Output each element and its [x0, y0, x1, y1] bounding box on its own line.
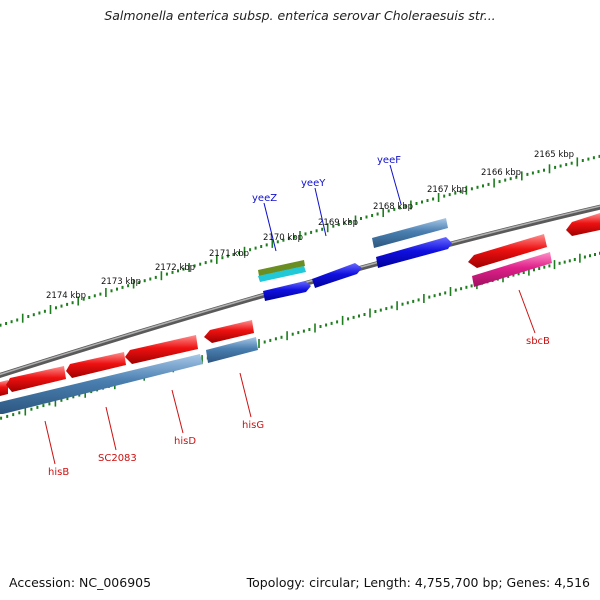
gene-sbcB-arrow: [468, 234, 547, 268]
forward-genes: [258, 213, 600, 301]
gene-label-yeeZ: yeeZ: [252, 193, 277, 204]
scale-label-2174: 2174 kbp: [46, 291, 86, 301]
scale-label-2166: 2166 kbp: [481, 168, 521, 178]
gene-label-hisD: hisD: [174, 436, 196, 447]
scale-label-2173: 2173 kbp: [101, 277, 141, 287]
scale-labels: 2174 kbp 2173 kbp 2172 kbp 2171 kbp 2170…: [46, 150, 574, 301]
accession-label: Accession: NC_006905: [9, 575, 152, 590]
scale-label-2172: 2172 kbp: [155, 263, 195, 273]
gene-label-yeeY: yeeY: [301, 178, 326, 189]
genome-summary: Topology: circular; Length: 4,755,700 bp…: [246, 575, 590, 590]
gene-red-arrow-far-right: [566, 213, 600, 236]
gene-SC2083-arrow: [66, 352, 126, 378]
gene-label-sbcB: sbcB: [526, 336, 550, 347]
scale-label-2167: 2167 kbp: [427, 185, 467, 195]
gene-hisD-arrow: [125, 335, 198, 364]
map-title: Salmonella enterica subsp. enterica sero…: [104, 8, 496, 23]
scale-label-2168: 2168 kbp: [373, 202, 413, 212]
outer-tick-track: [0, 154, 600, 327]
gene-yeeY-arrow: [312, 263, 362, 288]
gene-sbcB-feature: [472, 252, 552, 287]
gene-steel-long: [0, 354, 203, 414]
scale-label-2165: 2165 kbp: [534, 150, 574, 160]
scale-label-2169: 2169 kbp: [318, 218, 358, 228]
gene-hisB-arrow-left: [0, 380, 8, 396]
gene-labels: yeeZ yeeY yeeF sbcB hisG hisD SC2083 his…: [48, 155, 550, 478]
label-leaders: [44, 164, 536, 465]
reverse-genes: [0, 234, 552, 414]
gene-yeeZ-feature: [258, 260, 311, 301]
gene-label-yeeF: yeeF: [377, 155, 401, 166]
scale-label-2170: 2170 kbp: [263, 233, 303, 243]
gene-label-hisB: hisB: [48, 467, 69, 478]
gene-yeeF-feature: [372, 218, 452, 268]
gene-label-SC2083: SC2083: [98, 453, 137, 464]
scale-label-2171: 2171 kbp: [209, 249, 249, 259]
gene-hisB-arrow: [6, 366, 66, 392]
gene-steel-short: [206, 337, 258, 363]
gene-label-hisG: hisG: [242, 420, 264, 431]
gene-hisG-arrow: [204, 320, 254, 343]
